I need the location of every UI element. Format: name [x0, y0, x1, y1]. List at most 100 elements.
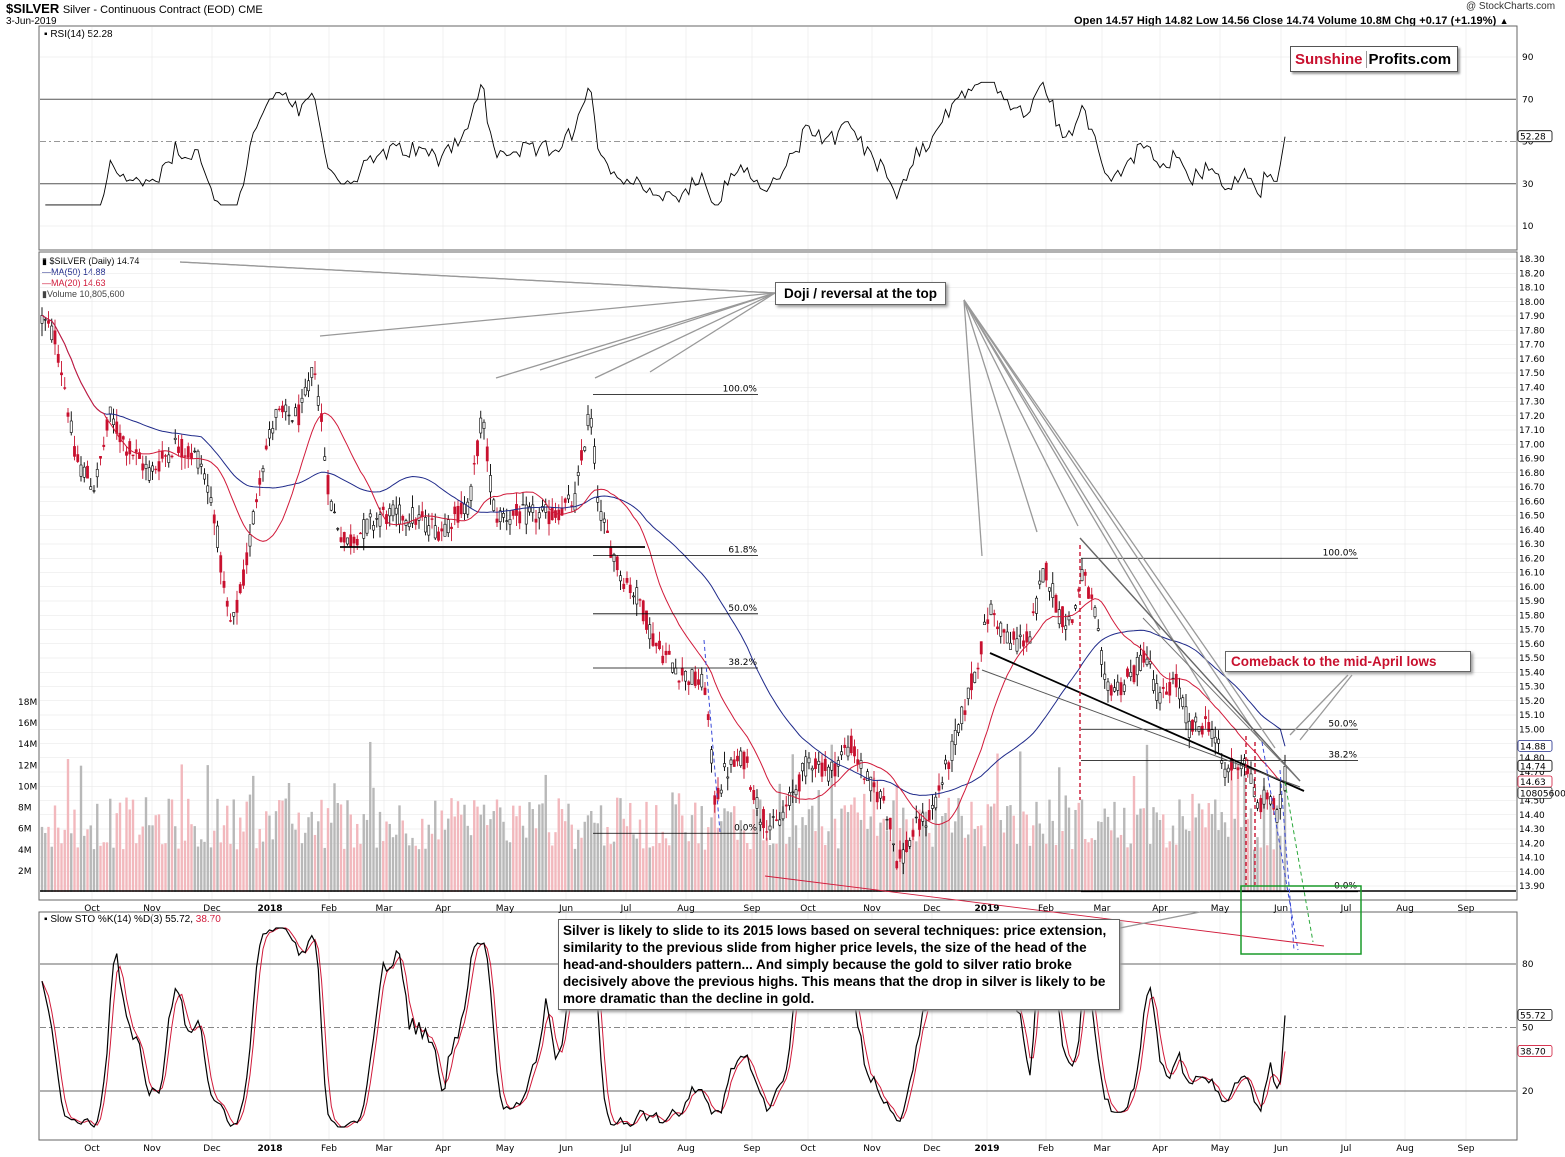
volume-bar: [1032, 825, 1035, 892]
candle-body: [934, 796, 938, 809]
month-label-price: Apr: [435, 904, 451, 914]
candle-body: [86, 465, 89, 479]
candle-body: [596, 497, 600, 503]
volume-bar: [1080, 799, 1084, 892]
volume-bar: [174, 826, 177, 892]
volume-bar: [66, 759, 70, 892]
volume-bar: [105, 842, 109, 892]
volume-bar: [1116, 837, 1119, 892]
volume-bar: [768, 844, 772, 892]
bar-icon: ▮: [42, 289, 47, 299]
volume-bar: [375, 847, 378, 892]
volume-bar: [284, 798, 287, 892]
month-label-sto: Apr: [435, 1144, 451, 1154]
badge-ma50: 14.88: [1517, 739, 1553, 752]
price-tick: 18.10: [1519, 284, 1545, 294]
volume-bar: [671, 792, 674, 892]
volume-bar: [167, 798, 170, 892]
volume-bar: [53, 805, 57, 892]
candle-body: [989, 603, 993, 616]
candle-body: [138, 452, 141, 459]
volume-bar: [791, 754, 794, 892]
candle-body: [427, 525, 431, 536]
volume-bar: [778, 783, 781, 892]
candle-body: [1080, 569, 1084, 582]
candle-body: [1005, 631, 1009, 644]
volume-bar: [1181, 816, 1184, 892]
volume-bar: [772, 843, 775, 892]
volume-bar: [820, 826, 824, 892]
volume-bar: [404, 833, 408, 892]
candle-body: [677, 680, 681, 683]
candle-body: [381, 506, 385, 510]
volume-bar: [609, 844, 612, 892]
candle-body: [879, 791, 882, 799]
volume-bar: [190, 824, 193, 892]
volume-bar: [170, 799, 174, 892]
price-tick: 17.30: [1519, 398, 1545, 408]
candle-body: [1283, 765, 1287, 791]
month-label-price: Aug: [1396, 904, 1414, 914]
volume-bar: [479, 814, 482, 892]
candle-body: [1025, 631, 1029, 643]
candle-body: [1181, 697, 1185, 707]
rsi-label: ▪ RSI(14) 52.28: [44, 29, 113, 40]
candle-body: [1087, 587, 1090, 599]
candle-body: [1223, 768, 1227, 778]
candle-body: [518, 511, 522, 524]
candle-body: [216, 525, 219, 548]
month-label-sto: Dec: [923, 1144, 940, 1154]
candle-body: [615, 556, 619, 571]
candle-body: [843, 744, 847, 748]
volume-bar: [495, 799, 499, 892]
volume-bar: [1012, 815, 1015, 892]
candle-body: [1051, 583, 1055, 598]
volume-bar: [677, 793, 681, 892]
month-label-sto: Oct: [800, 1144, 816, 1154]
month-label-price: Dec: [923, 904, 940, 914]
volume-bar: [1145, 744, 1149, 892]
candle-body: [1236, 767, 1240, 771]
candle-body: [1064, 625, 1068, 630]
candle-body: [53, 330, 57, 345]
volume-bar: [122, 849, 125, 892]
volume-bar: [258, 828, 261, 892]
month-label-price: Oct: [800, 904, 816, 914]
candle-body: [1067, 616, 1071, 621]
price-tick: 15.80: [1519, 611, 1545, 621]
volume-bar: [271, 839, 274, 892]
month-label-sto: Sep: [744, 1144, 761, 1154]
volume-bar: [1204, 827, 1207, 892]
volume-bar: [164, 843, 167, 892]
legend-ma50-text: MA(50) 14.88: [51, 267, 106, 277]
candle-body: [151, 465, 154, 472]
candle-body: [684, 670, 687, 682]
volume-bar: [362, 814, 365, 892]
volume-bar: [752, 809, 755, 892]
volume-bar: [1136, 814, 1139, 892]
volume-bar: [765, 837, 768, 892]
badge-rsi-text: 52.28: [1520, 133, 1546, 143]
candle-body: [547, 511, 551, 525]
volume-bar: [830, 744, 833, 892]
candle-body: [953, 730, 957, 745]
candle-body: [229, 620, 232, 622]
candle-body: [1207, 722, 1211, 732]
price-tick: 17.20: [1519, 412, 1545, 422]
candle-body: [1054, 595, 1058, 613]
volume-bar: [278, 800, 281, 892]
volume-bar: [1197, 803, 1201, 892]
volume-bar: [287, 783, 291, 892]
candle-body: [1249, 773, 1253, 784]
volume-bar: [687, 841, 690, 892]
volume-bar: [1162, 814, 1165, 892]
volume-bar: [1123, 807, 1126, 892]
candle-body: [316, 396, 320, 406]
volume-bar: [515, 816, 518, 892]
volume-bar: [794, 825, 798, 892]
candle-body: [95, 469, 99, 478]
price-tick: 17.80: [1519, 326, 1545, 336]
volume-bar: [300, 843, 304, 892]
candle-body: [141, 463, 145, 471]
volume-bar: [788, 836, 791, 892]
